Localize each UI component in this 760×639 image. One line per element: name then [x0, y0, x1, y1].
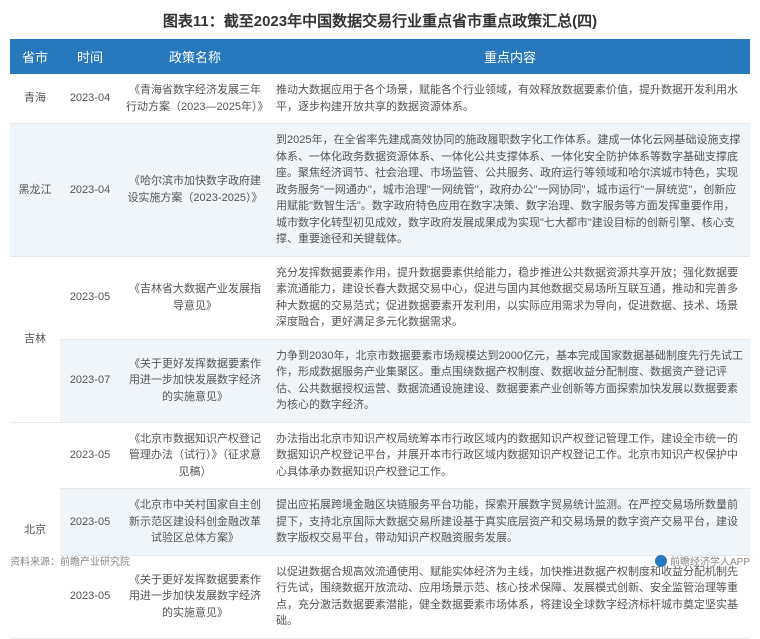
cell-time: 2023-05 [60, 256, 120, 339]
footer-credit: 前瞻经济学人APP [655, 553, 750, 568]
chart-title: 图表11：截至2023年中国数据交易行业重点省市重点政策汇总(四) [0, 0, 760, 39]
cell-content: 推动大数据应用于各个场景，赋能各个行业领域，有效释放数据要素价值，提升数据开发利… [270, 74, 750, 124]
logo-icon [655, 555, 667, 567]
table-row: 吉林2023-05《吉林省大数据产业发展指导意见》充分发挥数据要素作用，提升数据… [10, 256, 750, 339]
table-row: 2023-05《北京市中关村国家自主创新示范区建设科创金融改革试验区总体方案》提… [10, 489, 750, 556]
footer-credit-text: 前瞻经济学人APP [670, 553, 750, 568]
footer-source: 资料来源：前瞻产业研究院 [10, 553, 130, 568]
cell-policy: 《北京市数据知识产权登记管理办法（试行）》（征求意见稿） [120, 422, 270, 489]
cell-policy: 《哈尔滨市加快数字政府建设实施方案（2023-2025）》 [120, 124, 270, 257]
cell-time: 2023-05 [60, 422, 120, 489]
table-row: 黑龙江2023-04《哈尔滨市加快数字政府建设实施方案（2023-2025）》到… [10, 124, 750, 257]
cell-policy: 《吉林省大数据产业发展指导意见》 [120, 256, 270, 339]
cell-time: 2023-04 [60, 74, 120, 124]
cell-policy: 《青海省数字经济发展三年行动方案（2023—2025年）》 [120, 74, 270, 124]
table-row: 青海2023-04《青海省数字经济发展三年行动方案（2023—2025年）》推动… [10, 74, 750, 124]
cell-policy: 《北京市中关村国家自主创新示范区建设科创金融改革试验区总体方案》 [120, 489, 270, 556]
header-content: 重点内容 [270, 39, 750, 74]
cell-time: 2023-04 [60, 124, 120, 257]
cell-content: 到2025年，在全省率先建成高效协同的施政履职数字化工作体系。建成一体化云网基础… [270, 124, 750, 257]
cell-content: 充分发挥数据要素作用，提升数据要素供给能力，稳步推进公共数据资源共享开放；强化数… [270, 256, 750, 339]
cell-content: 力争到2030年，北京市数据要素市场规模达到2000亿元，基本完成国家数据基础制… [270, 339, 750, 422]
header-policy: 政策名称 [120, 39, 270, 74]
policy-table: 省市 时间 政策名称 重点内容 青海2023-04《青海省数字经济发展三年行动方… [10, 39, 750, 639]
cell-content: 办法指出北京市知识产权局统筹本市行政区域内的数据知识产权登记管理工作，建设全市统… [270, 422, 750, 489]
table-row: 北京2023-05《北京市数据知识产权登记管理办法（试行）》（征求意见稿）办法指… [10, 422, 750, 489]
cell-time: 2023-05 [60, 489, 120, 556]
header-province: 省市 [10, 39, 60, 74]
cell-province: 北京 [10, 422, 60, 638]
table-row: 2023-07《关于更好发挥数据要素作用进一步加快发展数字经济的实施意见》力争到… [10, 339, 750, 422]
cell-province: 吉林 [10, 256, 60, 422]
cell-province: 黑龙江 [10, 124, 60, 257]
header-time: 时间 [60, 39, 120, 74]
cell-policy: 《关于更好发挥数据要素作用进一步加快发展数字经济的实施意见》 [120, 339, 270, 422]
cell-province: 青海 [10, 74, 60, 124]
cell-content: 提出应拓展跨境金融区块链服务平台功能，探索开展数字贸易统计监测。在严控交易场所数… [270, 489, 750, 556]
table-header-row: 省市 时间 政策名称 重点内容 [10, 39, 750, 74]
cell-time: 2023-07 [60, 339, 120, 422]
footer: 资料来源：前瞻产业研究院 前瞻经济学人APP [10, 553, 750, 568]
